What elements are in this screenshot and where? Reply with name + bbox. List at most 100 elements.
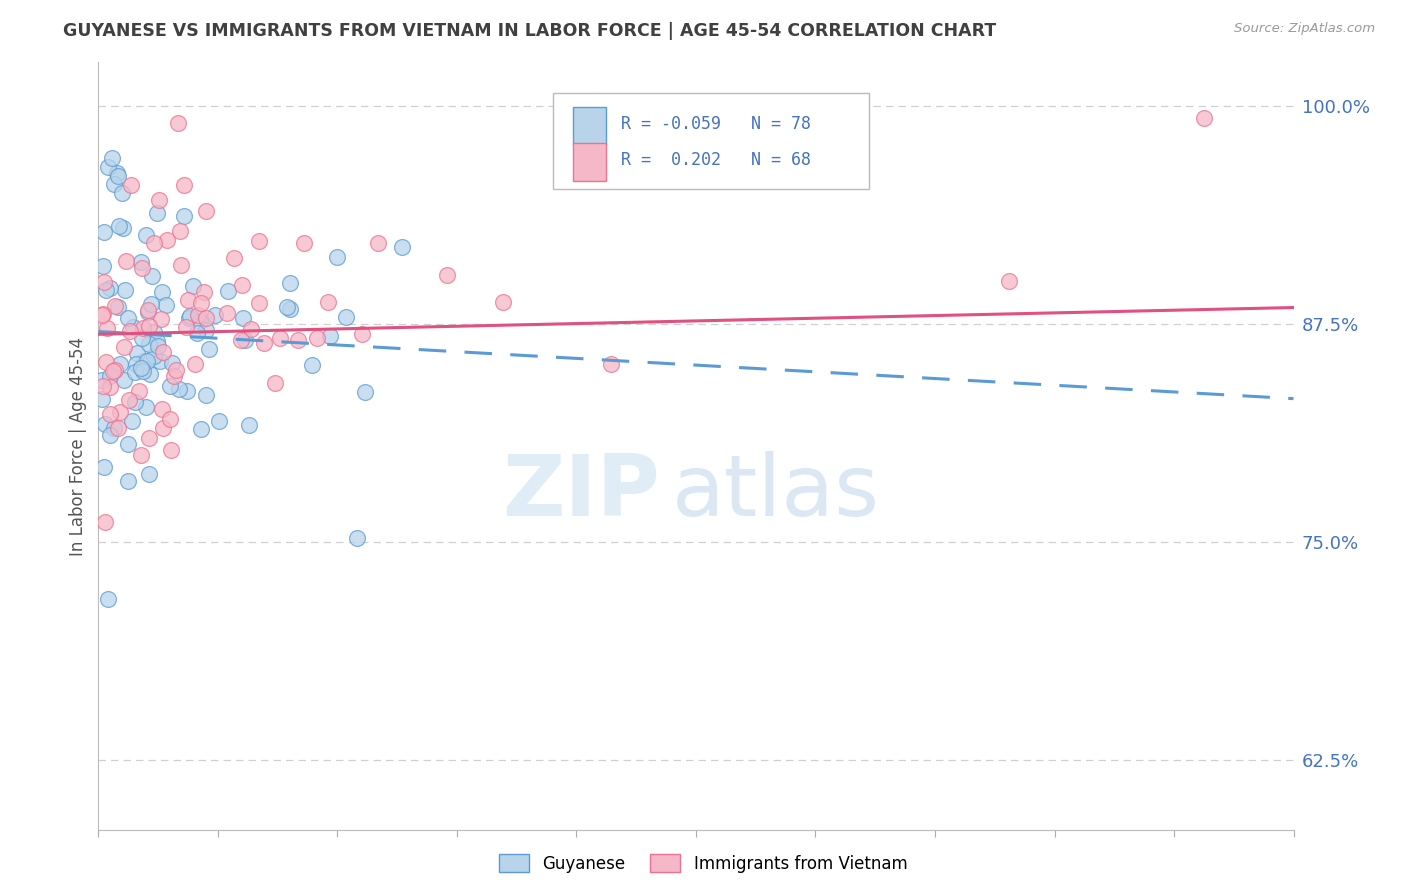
Point	[173, 210, 195, 224]
Point	[114, 284, 136, 298]
Point	[143, 236, 166, 251]
Point	[335, 310, 357, 324]
Text: GUYANESE VS IMMIGRANTS FROM VIETNAM IN LABOR FORCE | AGE 45-54 CORRELATION CHART: GUYANESE VS IMMIGRANTS FROM VIETNAM IN L…	[63, 22, 997, 40]
Point	[198, 342, 221, 356]
Point	[224, 251, 246, 265]
Point	[186, 326, 208, 341]
Point	[278, 301, 301, 316]
Point	[326, 250, 349, 264]
Point	[146, 334, 169, 349]
Point	[118, 325, 141, 339]
Point	[195, 388, 218, 402]
Point	[159, 379, 181, 393]
Point	[129, 449, 152, 463]
Point	[190, 422, 212, 436]
Point	[169, 224, 191, 238]
Point	[316, 294, 339, 309]
Point	[136, 353, 159, 368]
Point	[97, 592, 120, 607]
Point	[108, 219, 131, 233]
Text: R = -0.059   N = 78: R = -0.059 N = 78	[620, 115, 811, 133]
Point	[599, 357, 621, 371]
Point	[139, 368, 162, 382]
Point	[247, 295, 270, 310]
Point	[98, 369, 121, 384]
Point	[124, 395, 146, 409]
Point	[354, 384, 377, 399]
Legend: Guyanese, Immigrants from Vietnam: Guyanese, Immigrants from Vietnam	[492, 847, 914, 880]
Point	[129, 360, 152, 375]
Point	[128, 384, 150, 398]
Point	[117, 474, 139, 488]
Point	[125, 346, 148, 360]
Point	[135, 228, 157, 243]
Point	[91, 392, 114, 406]
Point	[98, 407, 121, 421]
Point	[436, 268, 458, 282]
Point	[138, 431, 160, 445]
Point	[111, 186, 134, 201]
Point	[91, 379, 114, 393]
Point	[167, 116, 190, 130]
Point	[112, 221, 135, 235]
Point	[138, 336, 160, 351]
Point	[278, 277, 301, 291]
Point	[93, 459, 115, 474]
Point	[98, 428, 121, 442]
Point	[98, 281, 121, 295]
Point	[184, 357, 207, 371]
Point	[177, 311, 200, 326]
Point	[149, 311, 172, 326]
Point	[124, 357, 146, 371]
Point	[103, 421, 125, 435]
Point	[156, 233, 179, 247]
Point	[132, 364, 155, 378]
Point	[318, 329, 340, 343]
Point	[301, 358, 323, 372]
Point	[149, 354, 172, 368]
Point	[195, 323, 218, 337]
Point	[159, 411, 181, 425]
Point	[124, 365, 146, 379]
Point	[107, 169, 129, 183]
Point	[188, 314, 211, 328]
Point	[96, 320, 118, 334]
Point	[165, 363, 187, 377]
Point	[136, 305, 159, 319]
Point	[492, 295, 515, 310]
Point	[193, 285, 215, 300]
Point	[152, 420, 174, 434]
Point	[276, 300, 298, 314]
Point	[208, 414, 231, 428]
Point	[217, 306, 239, 320]
Point	[232, 311, 254, 326]
Point	[101, 363, 124, 377]
Point	[231, 278, 253, 293]
Point	[247, 234, 270, 248]
Point	[105, 165, 128, 179]
Point	[142, 349, 165, 363]
Point	[131, 260, 153, 275]
Bar	[572, 143, 606, 181]
Point	[179, 309, 201, 323]
Point	[346, 532, 368, 546]
Point	[204, 309, 226, 323]
Point	[118, 393, 141, 408]
Point	[107, 421, 129, 435]
Point	[233, 333, 256, 347]
Point	[138, 467, 160, 481]
Point	[1192, 112, 1215, 126]
Bar	[572, 107, 606, 145]
Point	[91, 260, 114, 274]
Point	[240, 322, 263, 336]
Point	[190, 296, 212, 310]
Point	[97, 160, 120, 174]
Point	[103, 178, 125, 192]
Point	[155, 298, 177, 312]
Text: ZIP: ZIP	[502, 450, 661, 533]
Point	[148, 193, 170, 207]
Point	[146, 339, 169, 353]
Point	[263, 376, 285, 391]
Point	[91, 373, 114, 387]
Point	[141, 296, 163, 310]
